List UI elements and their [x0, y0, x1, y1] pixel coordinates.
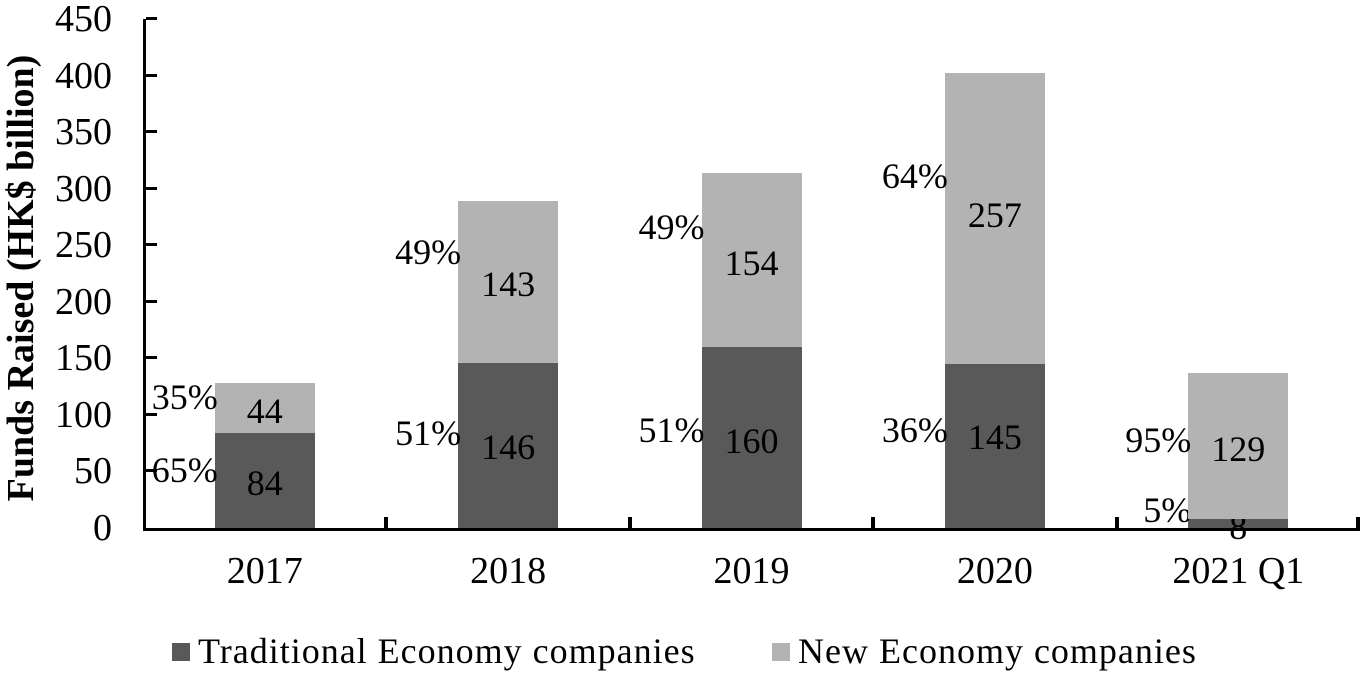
y-axis-tick-label: 250: [55, 224, 112, 267]
bar-value-label-traditional-2018: 146: [481, 427, 536, 468]
bar-percent-label-new-2021-q1: 95%: [1125, 419, 1192, 460]
bar-segment-new-2021-q1: [1188, 373, 1289, 519]
x-axis-line: [143, 528, 1360, 531]
x-axis-category-label-2021-q1: 2021 Q1: [1172, 550, 1305, 592]
bar-value-label-new-2019: 154: [724, 242, 779, 283]
legend-swatch-traditional-economy: [172, 643, 190, 661]
bar-percent-label-new-2017: 35%: [151, 377, 218, 418]
x-axis-tick-mark: [1356, 517, 1360, 528]
y-axis-tick-mark: [146, 299, 157, 303]
bar-percent-label-traditional-2018: 51%: [395, 413, 462, 454]
y-axis-tick-mark: [146, 469, 157, 473]
bar-segment-traditional-2020: [944, 363, 1045, 528]
bar-value-label-traditional-2017: 84: [246, 463, 283, 504]
y-axis-tick-label: 400: [55, 54, 112, 97]
bar-percent-label-new-2018: 49%: [395, 231, 462, 272]
y-axis-tick-mark: [146, 130, 157, 134]
x-axis-tick-mark: [871, 517, 876, 528]
bar-segment-new-2017: [214, 383, 315, 433]
bar-segment-traditional-2018: [458, 362, 559, 528]
bar-value-label-new-2018: 143: [481, 263, 536, 304]
y-axis-tick-label: 50: [74, 450, 112, 493]
x-axis-tick-mark: [384, 517, 389, 528]
y-axis-tick-label: 150: [55, 337, 112, 380]
y-axis-tick-mark: [146, 73, 157, 77]
x-axis-category-label-2020: 2020: [956, 550, 1033, 592]
x-axis-tick-mark: [1114, 517, 1119, 528]
bar-value-label-traditional-2019: 160: [724, 420, 779, 461]
y-axis-tick-label: 350: [55, 111, 112, 154]
bar-percent-label-traditional-2020: 36%: [881, 409, 948, 450]
y-axis-tick-mark: [146, 243, 157, 247]
y-axis-tick-mark: [146, 186, 157, 190]
bar-value-label-new-2017: 44: [246, 391, 283, 432]
x-axis-category-label-2018: 2018: [470, 550, 547, 592]
bar-segment-traditional-2019: [701, 347, 802, 528]
bar-percent-label-new-2019: 49%: [638, 206, 705, 247]
legend-label-new-economy: New Economy companies: [798, 631, 1197, 671]
bar-segment-traditional-2021-q1: [1188, 518, 1289, 528]
y-axis-tick-label: 100: [55, 393, 112, 436]
legend-label-traditional-economy: Traditional Economy companies: [198, 631, 696, 671]
bar-percent-label-traditional-2017: 65%: [151, 450, 218, 491]
y-axis-tick-label: 300: [55, 167, 112, 210]
bar-segment-new-2019: [701, 172, 802, 348]
bar-value-label-new-2021-q1: 129: [1211, 428, 1266, 469]
bar-percent-label-new-2020: 64%: [881, 155, 948, 196]
y-axis-tick-label: 200: [55, 280, 112, 323]
y-axis-tick-mark: [146, 412, 157, 416]
bar-segment-new-2018: [458, 201, 559, 363]
bar-value-label-traditional-2020: 145: [967, 416, 1022, 457]
bar-percent-label-traditional-2019: 51%: [638, 409, 705, 450]
bar-segment-traditional-2017: [214, 432, 315, 528]
y-axis-tick-mark: [146, 356, 157, 360]
bar-segment-new-2020: [944, 73, 1045, 364]
y-axis-tick-mark: [146, 17, 157, 20]
bar-percent-label-traditional-2021-q1: 5%: [1143, 490, 1192, 531]
legend-swatch-new-economy: [772, 643, 790, 661]
x-axis-category-label-2019: 2019: [713, 550, 790, 592]
y-axis-tick-label: 450: [55, 0, 112, 40]
bar-value-label-new-2020: 257: [967, 194, 1022, 235]
x-axis-tick-mark: [627, 517, 632, 528]
y-axis-line: [143, 19, 146, 531]
y-axis-tick-label: 0: [93, 507, 112, 549]
x-axis-category-label-2017: 2017: [226, 550, 303, 592]
